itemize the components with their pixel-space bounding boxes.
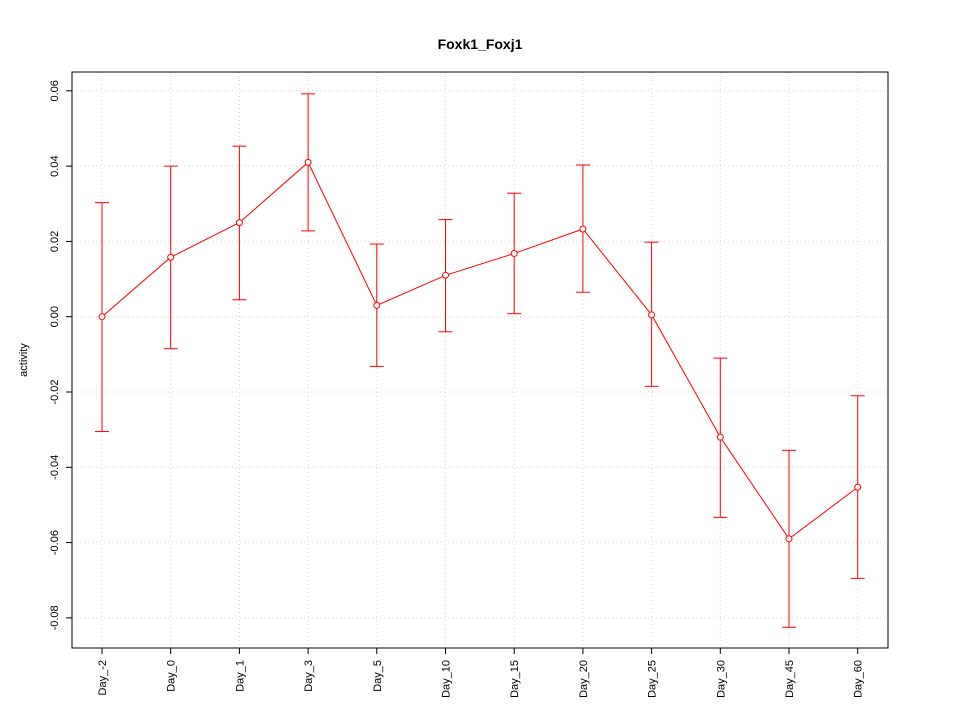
x-tick-label: Day_15 xyxy=(509,660,521,698)
series-line-group xyxy=(101,161,859,540)
x-tick-label: Day_20 xyxy=(578,660,590,698)
data-point xyxy=(235,219,243,227)
data-point xyxy=(373,301,381,309)
y-axis-label: activity xyxy=(18,343,30,377)
x-tick-label: Day_-2 xyxy=(97,660,109,695)
plot-frame xyxy=(71,71,889,649)
error-bars xyxy=(95,93,865,628)
series-line xyxy=(101,161,859,540)
x-tick-label: Day_30 xyxy=(715,660,727,698)
y-tick-label: 0.00 xyxy=(49,306,61,327)
data-point xyxy=(854,483,862,491)
x-tick-label: Day_60 xyxy=(853,660,865,698)
y-tick-label: -0.06 xyxy=(49,530,61,555)
data-point xyxy=(442,271,449,279)
data-point xyxy=(98,313,106,321)
y-tick-label: -0.08 xyxy=(49,605,61,630)
y-tick-label: -0.04 xyxy=(49,455,61,480)
data-point xyxy=(785,535,793,543)
x-tick-label: Day_45 xyxy=(784,660,796,698)
y-tick-label: -0.02 xyxy=(49,379,61,404)
x-tick-label: Day_3 xyxy=(303,660,315,692)
data-point xyxy=(579,225,587,233)
data-point xyxy=(304,158,312,166)
data-point xyxy=(716,433,724,441)
x-tick-label: Day_25 xyxy=(647,660,659,698)
data-point xyxy=(648,311,656,319)
x-tick-label: Day_1 xyxy=(234,660,246,692)
x-tick-label: Day_5 xyxy=(372,660,384,692)
grid xyxy=(72,72,888,648)
data-point xyxy=(510,249,518,257)
x-tick-label: Day_10 xyxy=(441,660,453,698)
y-tick-label: 0.06 xyxy=(49,80,61,101)
x-tick-label: Day_0 xyxy=(166,660,178,692)
data-point xyxy=(167,253,175,261)
chart-title: Foxk1_Foxj1 xyxy=(438,36,523,52)
y-tick-label: 0.04 xyxy=(49,155,61,176)
points xyxy=(98,158,862,543)
x-axis: Day_-2 Day_0 Day_1 Day_3 Day_5 Day_10 Day_15 Da… xyxy=(97,647,865,698)
y-tick-label: 0.02 xyxy=(49,231,61,252)
y-axis: -0.08 -0.06 -0.04 -0.02 0.00 0.02 0.04 0.06 xyxy=(49,80,73,630)
